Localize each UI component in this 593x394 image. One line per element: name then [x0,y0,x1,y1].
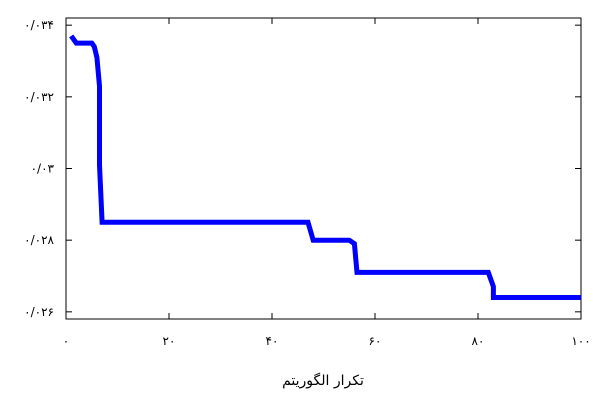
y-axis-ticks: ۰/۰۲۶ ۰/۰۲۸ ۰/۰۳ ۰/۰۳۲ ۰/۰۳۴ [24,18,581,319]
series-line [69,34,581,300]
x-axis-title: تکرار الگوریتم [282,372,364,389]
y-tick-label: ۰/۰۳ [31,162,55,176]
x-tick-label: ۸۰ [472,334,485,348]
x-tick-label: ۱۰۰ [571,334,590,348]
x-axis-ticks: ۰ ۲۰ ۴۰ ۶۰ ۸۰ ۱۰۰ [63,18,591,348]
series-layer [69,34,581,300]
y-tick-label: ۰/۰۳۲ [24,90,54,104]
x-tick-label: ۴۰ [266,334,279,348]
y-tick-label: ۰/۰۲۸ [24,233,54,247]
plot-frame [65,17,582,320]
x-tick-label: ۶۰ [369,334,382,348]
x-tick-label: ۰ [63,334,69,348]
y-tick-label: ۰/۰۳۴ [24,18,54,32]
x-tick-label: ۲۰ [163,334,176,348]
y-tick-label: ۰/۰۲۶ [24,305,54,319]
